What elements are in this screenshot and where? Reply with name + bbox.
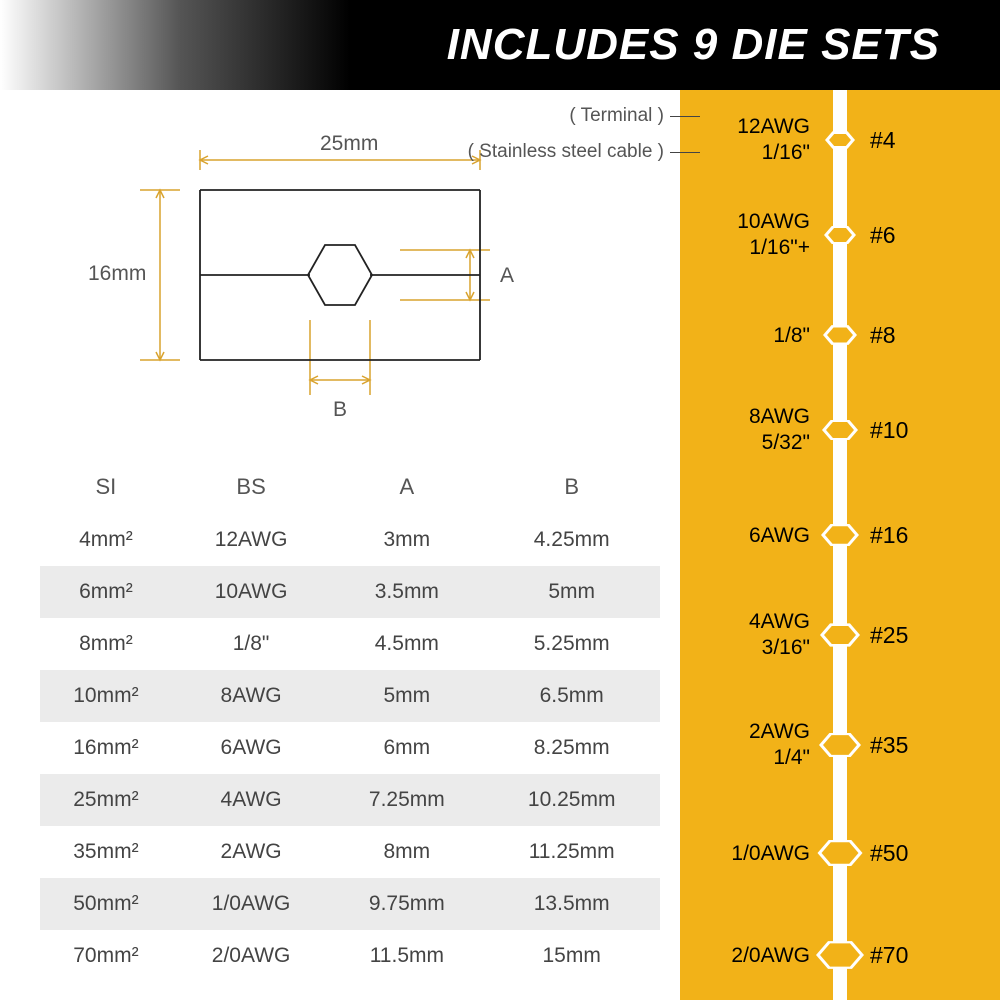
diagram-label-height: 16mm xyxy=(88,262,146,285)
table-cell: 15mm xyxy=(483,930,660,982)
diagram-label-a: A xyxy=(500,264,514,287)
chain-callouts: ( Terminal ) ( Stainless steel cable ) xyxy=(468,98,700,170)
table-header: SI xyxy=(40,460,172,514)
table-cell: 50mm² xyxy=(40,878,172,930)
table-cell: 1/8" xyxy=(172,618,331,670)
table-cell: 6mm xyxy=(330,722,483,774)
table-cell: 35mm² xyxy=(40,826,172,878)
callout-terminal: ( Terminal ) xyxy=(569,98,664,134)
die-label-left: 6AWG xyxy=(749,523,810,549)
table-header: BS xyxy=(172,460,331,514)
diagram-label-width: 25mm xyxy=(320,132,378,155)
table-cell: 12AWG xyxy=(172,514,331,566)
diagram-label-b: B xyxy=(333,398,347,420)
die-label-left: 1/0AWG xyxy=(731,841,810,867)
table-cell: 8mm xyxy=(330,826,483,878)
table-cell: 7.25mm xyxy=(330,774,483,826)
die-chain-panel: ( Terminal ) ( Stainless steel cable ) 1… xyxy=(680,90,1000,1000)
table-row: 10mm²8AWG5mm6.5mm xyxy=(40,670,660,722)
table-cell: 11.25mm xyxy=(483,826,660,878)
die-label-left: 4AWG3/16" xyxy=(749,609,810,662)
table-cell: 3.5mm xyxy=(330,566,483,618)
table-cell: 10mm² xyxy=(40,670,172,722)
table-cell: 5mm xyxy=(483,566,660,618)
table-cell: 5.25mm xyxy=(483,618,660,670)
left-column: 25mm 16mm A B SIBSAB 4mm²12AWG3mm4.25mm6… xyxy=(0,90,680,1000)
table-cell: 1/0AWG xyxy=(172,878,331,930)
table-header: B xyxy=(483,460,660,514)
die-label-left: 2AWG1/4" xyxy=(749,719,810,772)
die-label-left: 12AWG1/16" xyxy=(737,114,810,167)
table-cell: 16mm² xyxy=(40,722,172,774)
table-row: 35mm²2AWG8mm11.25mm xyxy=(40,826,660,878)
table-cell: 11.5mm xyxy=(330,930,483,982)
table-cell: 8mm² xyxy=(40,618,172,670)
die-label-right: #25 xyxy=(870,622,908,649)
table-cell: 8.25mm xyxy=(483,722,660,774)
spec-table: SIBSAB 4mm²12AWG3mm4.25mm6mm²10AWG3.5mm5… xyxy=(40,460,660,982)
die-label-right: #8 xyxy=(870,322,896,349)
die-label-right: #10 xyxy=(870,417,908,444)
table-cell: 3mm xyxy=(330,514,483,566)
table-row: 4mm²12AWG3mm4.25mm xyxy=(40,514,660,566)
table-cell: 10.25mm xyxy=(483,774,660,826)
table-cell: 70mm² xyxy=(40,930,172,982)
die-label-right: #70 xyxy=(870,942,908,969)
table-cell: 25mm² xyxy=(40,774,172,826)
table-cell: 4AWG xyxy=(172,774,331,826)
table-row: 16mm²6AWG6mm8.25mm xyxy=(40,722,660,774)
die-label-left: 10AWG1/16"+ xyxy=(737,209,810,262)
content: 25mm 16mm A B SIBSAB 4mm²12AWG3mm4.25mm6… xyxy=(0,90,1000,1000)
table-header: A xyxy=(330,460,483,514)
header-title: INCLUDES 9 DIE SETS xyxy=(447,20,940,70)
table-row: 8mm²1/8"4.5mm5.25mm xyxy=(40,618,660,670)
die-label-left: 1/8" xyxy=(773,323,810,349)
table-row: 70mm²2/0AWG11.5mm15mm xyxy=(40,930,660,982)
die-label-left: 8AWG5/32" xyxy=(749,404,810,457)
table-cell: 2/0AWG xyxy=(172,930,331,982)
callout-cable: ( Stainless steel cable ) xyxy=(468,134,664,170)
table-cell: 4.25mm xyxy=(483,514,660,566)
table-cell: 5mm xyxy=(330,670,483,722)
callout-lead-line xyxy=(670,152,700,153)
die-label-right: #4 xyxy=(870,127,896,154)
table-row: 6mm²10AWG3.5mm5mm xyxy=(40,566,660,618)
die-label-right: #35 xyxy=(870,732,908,759)
die-chain xyxy=(826,90,854,1000)
table-cell: 6AWG xyxy=(172,722,331,774)
table-cell: 6.5mm xyxy=(483,670,660,722)
table-cell: 4mm² xyxy=(40,514,172,566)
header-banner: INCLUDES 9 DIE SETS xyxy=(0,0,1000,90)
table-cell: 9.75mm xyxy=(330,878,483,930)
die-label-left: 2/0AWG xyxy=(731,943,810,969)
table-cell: 4.5mm xyxy=(330,618,483,670)
die-label-right: #16 xyxy=(870,522,908,549)
die-label-right: #50 xyxy=(870,840,908,867)
table-cell: 6mm² xyxy=(40,566,172,618)
table-cell: 13.5mm xyxy=(483,878,660,930)
table-row: 25mm²4AWG7.25mm10.25mm xyxy=(40,774,660,826)
die-label-right: #6 xyxy=(870,222,896,249)
table-cell: 10AWG xyxy=(172,566,331,618)
table-row: 50mm²1/0AWG9.75mm13.5mm xyxy=(40,878,660,930)
table-cell: 8AWG xyxy=(172,670,331,722)
table-cell: 2AWG xyxy=(172,826,331,878)
callout-lead-line xyxy=(670,116,700,117)
